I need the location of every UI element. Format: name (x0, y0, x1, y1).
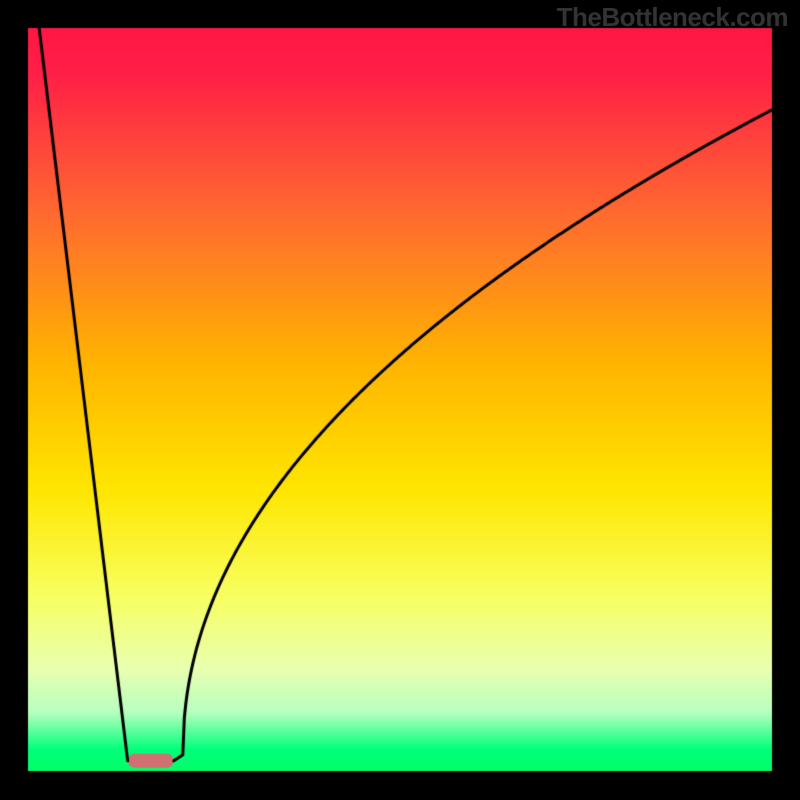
chart-container: TheBottleneck.com (0, 0, 800, 800)
bottleneck-chart-canvas (0, 0, 800, 800)
watermark-text: TheBottleneck.com (557, 2, 788, 33)
